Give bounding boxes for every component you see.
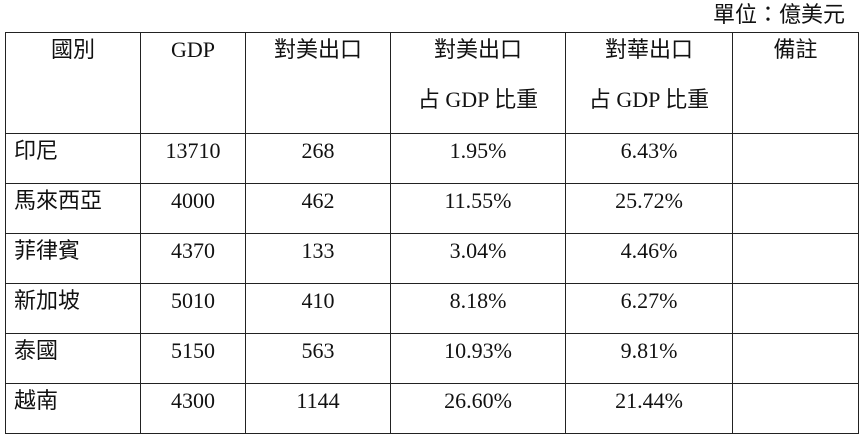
header-text: 對美出口 bbox=[433, 37, 522, 62]
table-cell: 6.43% bbox=[565, 133, 733, 184]
country-name: 新加坡 bbox=[14, 288, 81, 313]
header-text: 占 GDP 比重 bbox=[417, 87, 539, 112]
table-cell: 3.04% bbox=[390, 233, 566, 284]
table-cell: 新加坡 bbox=[5, 283, 141, 334]
header-text: 對美出口 bbox=[273, 37, 362, 62]
cell-value: 25.72% bbox=[615, 188, 683, 213]
cell-value: 4370 bbox=[171, 238, 215, 263]
table-cell: 8.18% bbox=[390, 283, 566, 334]
header-text: 對華出口 bbox=[604, 37, 693, 62]
cell-value: 1144 bbox=[296, 388, 340, 413]
header-text: 占 GDP 比重 bbox=[588, 87, 710, 112]
cell-value: 21.44% bbox=[615, 388, 683, 413]
cell-value: 1.95% bbox=[449, 138, 507, 163]
cell-value: 6.43% bbox=[620, 138, 678, 163]
table-cell: 25.72% bbox=[565, 183, 733, 234]
table-cell: 21.44% bbox=[565, 383, 733, 434]
table-cell: 馬來西亞 bbox=[5, 183, 141, 234]
cell-value: 10.93% bbox=[444, 338, 512, 363]
cell-value: 4.46% bbox=[620, 238, 678, 263]
table-cell: 6.27% bbox=[565, 283, 733, 334]
table-cell: 4300 bbox=[140, 383, 246, 434]
data-table: 國別 GDP 對美出口 對美出口占 GDP 比重 對華出口占 GDP 比重 備註 印尼 137… bbox=[5, 32, 859, 434]
table-cell: 1.95% bbox=[390, 133, 566, 184]
table-cell: 4.46% bbox=[565, 233, 733, 284]
header-cell: GDP bbox=[140, 32, 246, 134]
cell-value: 6.27% bbox=[620, 288, 678, 313]
cell-value: 4000 bbox=[171, 188, 215, 213]
cell-value: 410 bbox=[301, 288, 335, 313]
table-cell: 5150 bbox=[140, 333, 246, 384]
cell-value: 4300 bbox=[171, 388, 215, 413]
cell-value: 563 bbox=[301, 338, 335, 363]
country-name: 馬來西亞 bbox=[14, 188, 103, 213]
header-cell: 備註 bbox=[732, 32, 859, 134]
table-cell bbox=[732, 333, 859, 384]
country-name: 印尼 bbox=[14, 138, 59, 163]
data-row: 新加坡 5010 410 8.18% 6.27% bbox=[5, 283, 859, 334]
header-row: 國別 GDP 對美出口 對美出口占 GDP 比重 對華出口占 GDP 比重 備註 bbox=[5, 32, 859, 134]
table-cell bbox=[732, 383, 859, 434]
table-cell: 印尼 bbox=[5, 133, 141, 184]
table-cell: 133 bbox=[245, 233, 391, 284]
country-name: 泰國 bbox=[14, 338, 59, 363]
unit-label: 單位：億美元 bbox=[712, 2, 845, 27]
cell-value: 268 bbox=[301, 138, 335, 163]
table-cell: 1144 bbox=[245, 383, 391, 434]
table-cell: 410 bbox=[245, 283, 391, 334]
header-text: 國別 bbox=[50, 37, 95, 62]
header-cell: 對華出口占 GDP 比重 bbox=[565, 32, 733, 134]
header-cell: 國別 bbox=[5, 32, 141, 134]
cell-value: 11.55% bbox=[444, 188, 512, 213]
table-cell bbox=[732, 233, 859, 284]
cell-value: 133 bbox=[301, 238, 335, 263]
table-cell: 5010 bbox=[140, 283, 246, 334]
table-cell: 4370 bbox=[140, 233, 246, 284]
table-cell: 26.60% bbox=[390, 383, 566, 434]
data-row: 泰國 5150 563 10.93% 9.81% bbox=[5, 333, 859, 384]
header-text: GDP bbox=[170, 37, 215, 62]
table-cell bbox=[732, 133, 859, 184]
country-name: 菲律賓 bbox=[14, 238, 81, 263]
header-cell: 對美出口 bbox=[245, 32, 391, 134]
table-cell: 10.93% bbox=[390, 333, 566, 384]
data-row: 印尼 13710 268 1.95% 6.43% bbox=[5, 133, 859, 184]
header-cell: 對美出口占 GDP 比重 bbox=[390, 32, 566, 134]
table-cell: 462 bbox=[245, 183, 391, 234]
table-cell: 泰國 bbox=[5, 333, 141, 384]
country-name: 越南 bbox=[14, 388, 59, 413]
table-cell bbox=[732, 183, 859, 234]
table-cell: 4000 bbox=[140, 183, 246, 234]
table-cell: 9.81% bbox=[565, 333, 733, 384]
table-cell: 563 bbox=[245, 333, 391, 384]
cell-value: 8.18% bbox=[449, 288, 507, 313]
data-row: 馬來西亞 4000 462 11.55% 25.72% bbox=[5, 183, 859, 234]
table-cell bbox=[732, 283, 859, 334]
cell-value: 9.81% bbox=[620, 338, 678, 363]
cell-value: 5150 bbox=[171, 338, 215, 363]
table-cell: 菲律賓 bbox=[5, 233, 141, 284]
table-cell: 268 bbox=[245, 133, 391, 184]
table-cell: 13710 bbox=[140, 133, 246, 184]
cell-value: 462 bbox=[301, 188, 335, 213]
cell-value: 3.04% bbox=[449, 238, 507, 263]
data-row: 菲律賓 4370 133 3.04% 4.46% bbox=[5, 233, 859, 284]
cell-value: 13710 bbox=[165, 138, 221, 163]
data-row: 越南 4300 1144 26.60% 21.44% bbox=[5, 383, 859, 434]
table-cell: 越南 bbox=[5, 383, 141, 434]
cell-value: 26.60% bbox=[444, 388, 512, 413]
table-cell: 11.55% bbox=[390, 183, 566, 234]
cell-value: 5010 bbox=[171, 288, 215, 313]
header-text: 備註 bbox=[773, 37, 818, 62]
